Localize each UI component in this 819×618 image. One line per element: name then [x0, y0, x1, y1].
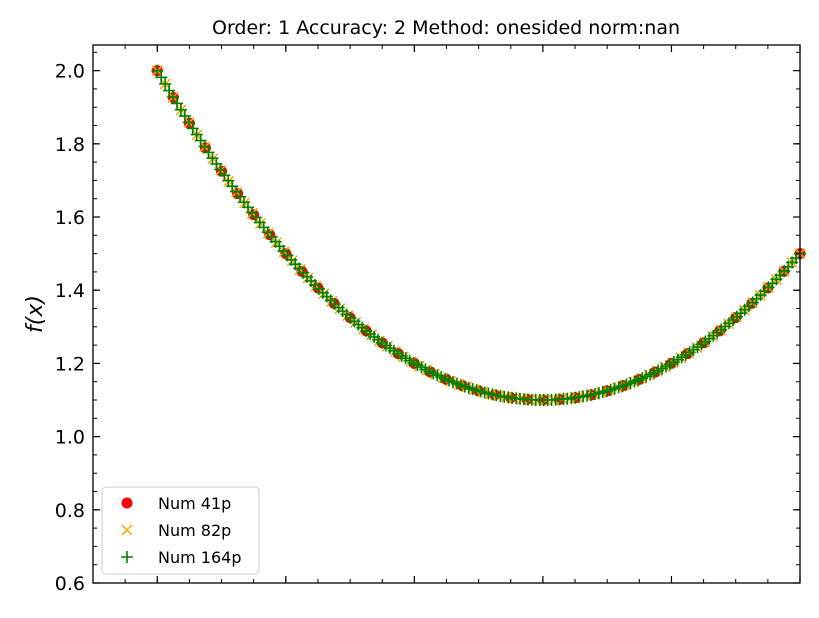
- y-tick-label: 1.8: [55, 134, 85, 156]
- axis-ticks: 0.6 0.8 1.0 1.2 1.4 1.6 1.8 2.0: [55, 45, 801, 595]
- y-tick-label: 1.2: [55, 353, 85, 375]
- data-point: [151, 64, 164, 77]
- plot-area: [151, 64, 806, 407]
- data-point: [174, 103, 187, 116]
- legend: Num 41p Num 82p Num 164p: [101, 486, 260, 575]
- series-164: [151, 64, 806, 407]
- data-point: [155, 71, 168, 84]
- legend-label: Num 41p: [158, 494, 231, 513]
- y-axis-label: f(x): [23, 295, 48, 333]
- legend-label: Num 82p: [158, 521, 231, 540]
- data-point: [159, 77, 172, 90]
- legend-label: Num 164p: [158, 548, 241, 567]
- legend-box: [101, 486, 260, 575]
- data-point: [182, 116, 195, 129]
- data-point: [167, 91, 180, 104]
- y-tick-label: 1.6: [55, 207, 85, 229]
- data-point: [163, 84, 176, 97]
- series-82: [151, 65, 806, 406]
- chart-title: Order: 1 Accuracy: 2 Method: onesided no…: [212, 17, 680, 39]
- y-tick-label: 0.8: [55, 500, 85, 522]
- y-tick-label: 2.0: [55, 61, 85, 83]
- data-point: [178, 110, 191, 123]
- series-41: [151, 65, 806, 406]
- data-point: [170, 97, 183, 110]
- data-point: [186, 122, 199, 135]
- y-tick-label: 1.0: [55, 427, 85, 449]
- y-tick-label: 0.6: [55, 573, 85, 595]
- y-tick-label: 1.4: [55, 280, 85, 302]
- legend-marker: [121, 551, 133, 563]
- legend-marker: [121, 497, 133, 509]
- data-point: [190, 128, 203, 141]
- legend-marker: [121, 524, 133, 536]
